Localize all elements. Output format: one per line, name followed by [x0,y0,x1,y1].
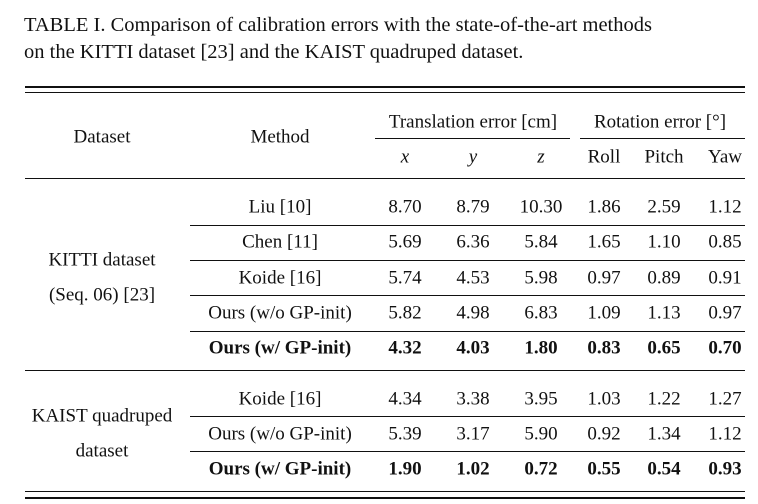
value-cell: 1.65 [587,231,621,253]
rule [190,416,745,418]
value-cell: 4.98 [456,302,490,324]
column-header: x [400,146,410,168]
value-cell: 1.10 [647,231,681,253]
value-cell: 8.79 [456,196,490,218]
dataset-label: (Seq. 06) [23] [48,284,156,306]
value-cell: 4.03 [456,337,490,359]
value-cell: 1.34 [647,423,681,445]
value-cell: 6.36 [456,231,490,253]
value-cell: 0.85 [708,231,742,253]
value-cell: 1.02 [456,458,490,480]
method-cell: Ours (w/ GP-init) [208,458,352,480]
method-cell: Chen [11] [242,231,318,253]
method-cell: Liu [10] [248,196,312,218]
value-cell: 5.39 [388,423,422,445]
rule [25,496,745,499]
value-cell: 0.97 [708,302,742,324]
value-cell: 2.59 [647,196,681,218]
value-cell: 6.83 [524,302,558,324]
rule [190,295,745,297]
value-cell: 5.82 [388,302,422,324]
rule [25,369,745,372]
value-cell: 5.69 [388,231,422,253]
value-cell: 4.53 [456,267,490,289]
dataset-label: KITTI dataset [48,249,156,271]
value-cell: 0.72 [524,458,558,480]
value-cell: 1.12 [708,196,742,218]
value-cell: 1.90 [388,458,422,480]
value-cell: 0.93 [708,458,742,480]
value-cell: 3.38 [456,388,490,409]
value-cell: 5.98 [524,267,558,289]
value-cell: 0.92 [587,423,621,445]
method-cell: Ours (w/o GP-init) [208,423,352,445]
method-cell: Koide [16] [238,267,322,289]
value-cell: 0.55 [587,458,621,480]
value-cell: 8.70 [388,196,422,218]
value-cell: 1.03 [587,388,621,409]
value-cell: 0.65 [647,337,681,359]
value-cell: 3.95 [524,388,558,409]
rule [190,259,745,261]
column-header: Roll [587,146,621,168]
method-cell: Ours (w/ GP-init) [208,337,352,359]
value-cell: 3.17 [456,423,490,445]
rule [190,330,745,332]
value-cell: 1.13 [647,302,681,324]
rule [190,224,745,226]
header-cell: Dataset [73,126,131,148]
method-cell: Koide [16] [238,388,322,409]
value-cell: 0.83 [587,337,621,359]
dataset-label: dataset [75,440,129,462]
value-cell: 5.84 [524,231,558,253]
value-cell: 0.54 [647,458,681,480]
value-cell: 0.89 [647,267,681,289]
caption-line: TABLE I. Comparison of calibration error… [24,14,652,36]
column-header: Pitch [644,146,684,168]
column-header: Yaw [708,146,742,168]
rule [25,490,745,492]
rule [375,138,570,139]
rule [25,178,745,179]
value-cell: 10.30 [519,196,563,218]
value-cell: 1.86 [587,196,621,218]
dataset-label: KAIST quadruped [31,405,173,427]
column-header: y [468,146,478,168]
rule [25,92,745,93]
caption-line: on the KITTI dataset [23] and the KAIST … [24,41,524,63]
value-cell: 5.90 [524,423,558,445]
header-cell: Translation error [cm] [388,111,558,133]
value-cell: 1.27 [708,388,742,409]
value-cell: 1.09 [587,302,621,324]
value-cell: 1.22 [647,388,681,409]
value-cell: 0.97 [587,267,621,289]
value-cell: 1.80 [524,337,558,359]
method-cell: Ours (w/o GP-init) [208,302,352,324]
column-header: z [537,146,545,168]
value-cell: 0.70 [708,337,742,359]
rule [25,86,745,88]
header-cell: Method [250,126,310,148]
value-cell: 4.32 [388,337,422,359]
value-cell: 1.12 [708,423,742,445]
header-cell: Rotation error [°] [593,111,727,133]
value-cell: 5.74 [388,267,422,289]
rule [580,138,745,139]
value-cell: 4.34 [388,388,422,409]
value-cell: 0.91 [708,267,742,289]
rule [190,451,745,453]
